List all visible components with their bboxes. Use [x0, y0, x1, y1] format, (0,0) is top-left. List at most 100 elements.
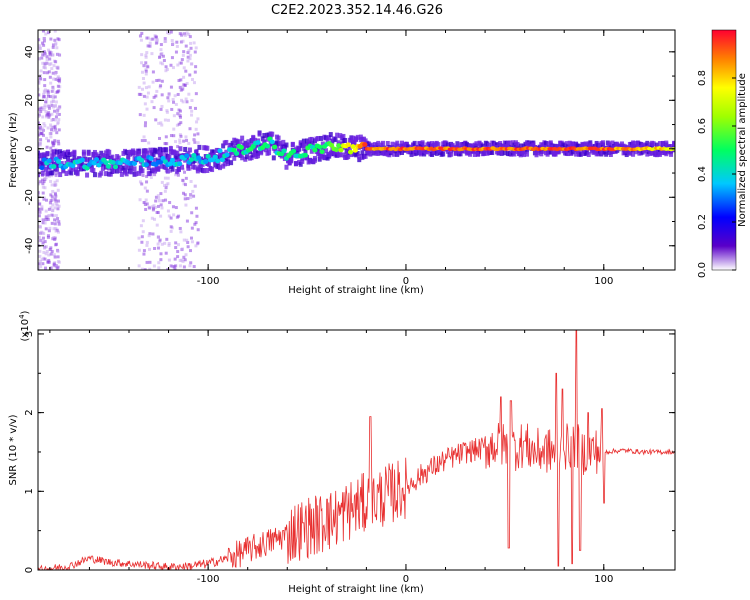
noise-cell [142, 94, 146, 98]
spectral-cell [202, 168, 207, 174]
noise-cell [51, 85, 55, 89]
noise-cell [57, 204, 61, 208]
spectral-cell [301, 145, 306, 151]
noise-cell [55, 219, 59, 223]
noise-cell [189, 41, 193, 45]
spectrogram-panel: -100 0 100 -40 -20 0 20 40 Height of straight … [8, 29, 676, 296]
noise-cell [167, 214, 171, 218]
noise-cell [45, 249, 49, 253]
noise-cell [137, 236, 141, 240]
noise-cell [168, 201, 172, 205]
spectral-cell [295, 149, 300, 155]
noise-cell [46, 112, 50, 116]
spectral-cell [661, 140, 666, 146]
noise-cell [166, 209, 170, 213]
noise-cell [144, 53, 148, 57]
noise-cell [194, 46, 198, 50]
noise-cell [143, 268, 147, 270]
noise-cell [181, 191, 185, 195]
spectral-peak [205, 154, 211, 159]
noise-cell [180, 58, 184, 62]
spectral-cell [224, 149, 229, 155]
spectral-cell [66, 149, 71, 155]
noise-cell [143, 124, 147, 128]
noise-cell [177, 112, 181, 116]
spectral-cell [51, 151, 56, 157]
noise-cell [50, 150, 54, 154]
spectral-cell [300, 156, 305, 162]
noise-cell [39, 110, 43, 114]
noise-cell [50, 67, 54, 71]
noise-cell [145, 95, 149, 99]
noise-cell [52, 227, 56, 231]
spectral-cell [586, 152, 591, 158]
noise-cell [185, 100, 189, 104]
spectral-cell [368, 151, 373, 157]
noise-cell [39, 265, 43, 269]
spectral-cell [498, 141, 503, 147]
noise-cell [162, 58, 166, 62]
spectral-cell [284, 142, 289, 148]
spectral-cell [230, 150, 235, 156]
spectral-cell [143, 155, 148, 161]
spectral-cell [338, 152, 343, 158]
spectral-cell [243, 156, 248, 162]
noise-cell [159, 61, 163, 65]
noise-cell [160, 123, 164, 127]
noise-cell [174, 50, 178, 54]
noise-cell [158, 238, 162, 242]
noise-cell [56, 230, 60, 234]
noise-cell [169, 63, 173, 67]
noise-cell [54, 77, 58, 81]
noise-cell [186, 59, 190, 63]
spectral-peak [51, 164, 57, 169]
spectral-cell [262, 133, 267, 139]
spectral-peak [290, 148, 297, 154]
noise-cell [161, 199, 165, 203]
spectral-cell [108, 171, 113, 177]
spectral-cell [297, 145, 302, 151]
noise-cell [173, 267, 177, 270]
noise-cell [156, 242, 160, 246]
noise-cell [142, 201, 146, 205]
noise-cell [159, 121, 163, 125]
noise-cell [43, 66, 47, 70]
noise-cell [186, 51, 190, 55]
spectral-cell [99, 170, 104, 176]
spectral-cell [175, 154, 180, 160]
noise-cell [45, 97, 49, 101]
spectral-cell [246, 139, 251, 145]
spectral-cell [80, 161, 85, 167]
noise-cell [38, 210, 42, 214]
noise-cell [55, 131, 59, 135]
spectral-peak [84, 165, 90, 171]
spectral-cell [206, 161, 211, 167]
noise-cell [158, 136, 162, 140]
spectral-peak [336, 143, 342, 148]
spectral-cell [43, 166, 48, 172]
noise-cell [169, 229, 173, 233]
noise-cell [49, 37, 53, 41]
noise-cell [175, 40, 179, 44]
spectral-cell [75, 169, 80, 175]
spectral-cell [45, 171, 50, 177]
spectral-cell [596, 151, 601, 157]
noise-cell [188, 106, 192, 110]
spectral-cell [420, 140, 425, 146]
noise-cell [178, 138, 182, 142]
noise-cell [176, 173, 180, 177]
spectral-cell [293, 160, 298, 166]
noise-cell [40, 257, 44, 261]
noise-cell [181, 87, 185, 91]
noise-cell [180, 247, 184, 251]
noise-cell [160, 180, 164, 184]
noise-cell [41, 41, 45, 45]
noise-cell [176, 92, 180, 96]
spectral-peak [272, 144, 278, 150]
noise-cell [55, 112, 59, 116]
noise-cell [164, 135, 168, 139]
noise-cell [52, 64, 56, 68]
spectral-cell [471, 148, 476, 154]
spectrogram-y-label: Frequency (Hz) [8, 112, 19, 188]
spectral-cell [360, 150, 365, 156]
